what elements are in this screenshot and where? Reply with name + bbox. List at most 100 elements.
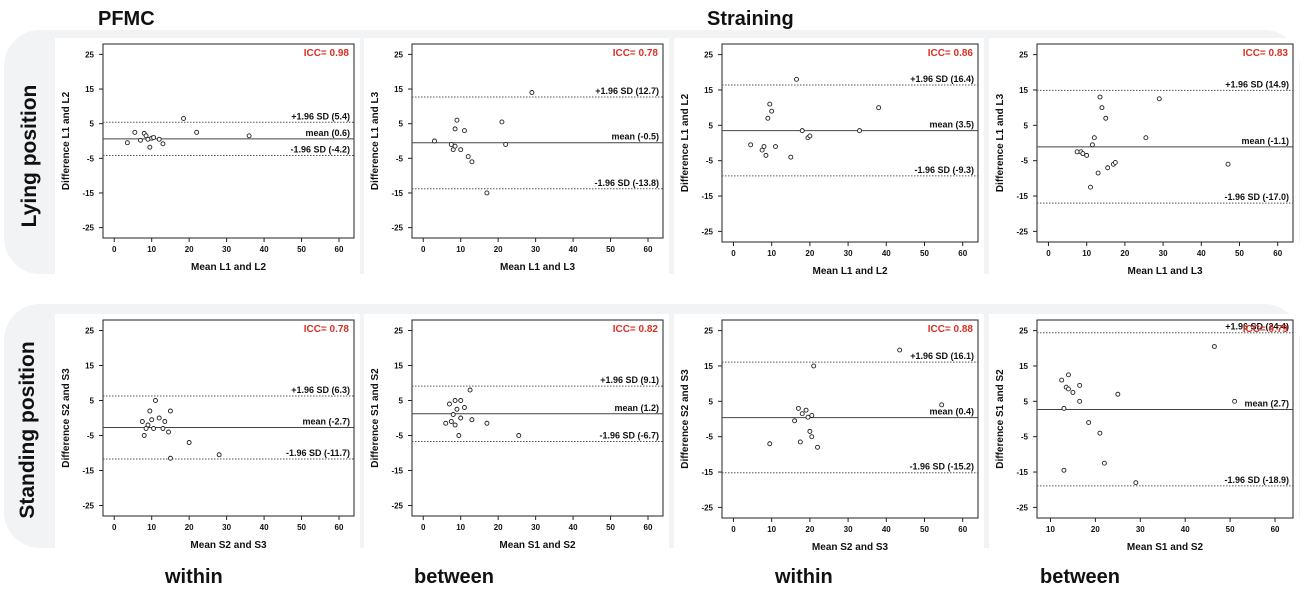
col-label-pfmc-within: within xyxy=(165,566,223,588)
data-point xyxy=(807,133,813,139)
y-tick-label: -15 xyxy=(82,189,94,198)
y-tick-label: 25 xyxy=(85,327,94,336)
data-point xyxy=(484,190,490,196)
lower-limit-label: -1.96 SD (-17.0) xyxy=(1224,192,1289,202)
data-point xyxy=(761,144,767,149)
x-tick-label: 10 xyxy=(456,523,465,532)
lower-limit-label: -1.96 SD (-13.8) xyxy=(594,178,659,188)
x-tick-label: 60 xyxy=(335,245,344,254)
col-label-straining-within: within xyxy=(775,566,833,588)
plot-frame xyxy=(411,319,664,517)
x-tick-label: 30 xyxy=(531,245,540,254)
mean-label: mean (-1.1) xyxy=(1241,136,1289,146)
lower-limit-label: -1.96 SD (-9.3) xyxy=(914,165,974,175)
data-point xyxy=(450,412,456,417)
y-tick-label: 5 xyxy=(90,397,95,406)
data-point xyxy=(807,428,813,434)
y-tick-label: 5 xyxy=(399,120,404,129)
data-point xyxy=(1133,480,1139,486)
x-tick-label: 40 xyxy=(569,245,578,254)
data-point xyxy=(799,411,805,417)
icc-label: ICC= 0.78 xyxy=(613,48,659,59)
y-tick-label: -15 xyxy=(1016,192,1028,201)
data-point xyxy=(246,133,252,139)
y-tick-label: 25 xyxy=(394,50,403,59)
data-point xyxy=(748,142,754,148)
x-axis-label: Mean S2 and S3 xyxy=(812,542,889,553)
data-point xyxy=(452,422,458,428)
data-point xyxy=(809,413,815,418)
lower-limit-label: -1.96 SD (-15.2) xyxy=(909,462,974,472)
data-point xyxy=(857,128,863,134)
data-point xyxy=(767,101,773,107)
x-axis-label: Mean S1 and S2 xyxy=(499,540,576,551)
data-point xyxy=(145,422,151,428)
icc-label: ICC= 0.98 xyxy=(304,48,350,59)
y-tick-label: -5 xyxy=(87,154,95,163)
y-tick-label: 15 xyxy=(394,362,403,371)
lower-limit-label: -1.96 SD (-11.7) xyxy=(286,448,350,458)
data-point xyxy=(469,159,475,165)
data-point xyxy=(147,144,153,150)
x-tick-label: 0 xyxy=(421,245,426,254)
x-tick-label: 60 xyxy=(1273,249,1282,258)
data-point xyxy=(499,119,505,125)
y-tick-label: -15 xyxy=(82,467,94,476)
x-tick-label: 40 xyxy=(569,523,578,532)
data-point xyxy=(1061,467,1067,473)
icc-label: ICC= 0.79 xyxy=(1243,324,1289,335)
x-tick-label: 10 xyxy=(767,525,776,534)
x-tick-label: 40 xyxy=(260,245,269,254)
data-point xyxy=(788,154,794,160)
data-point xyxy=(1065,386,1071,392)
y-tick-label: 5 xyxy=(90,120,95,129)
x-tick-label: 10 xyxy=(147,523,156,532)
data-point xyxy=(469,417,475,423)
x-tick-label: 40 xyxy=(1197,249,1206,258)
upper-limit-label: +1.96 SD (24.4) xyxy=(1225,322,1289,332)
upper-limit-label: +1.96 SD (12.7) xyxy=(595,86,659,96)
x-tick-label: 0 xyxy=(731,525,736,534)
data-point xyxy=(194,129,200,135)
x-tick-label: 20 xyxy=(1120,249,1129,258)
x-axis-label: Mean L1 and L2 xyxy=(812,266,887,277)
data-point xyxy=(773,144,778,149)
data-point xyxy=(484,420,490,426)
icc-label: ICC= 0.86 xyxy=(928,48,974,59)
data-point xyxy=(794,76,799,82)
data-point xyxy=(162,419,168,424)
data-point xyxy=(160,426,166,431)
y-tick-label: -25 xyxy=(391,502,403,511)
upper-limit-label: +1.96 SD (9.1) xyxy=(600,375,659,385)
data-point xyxy=(1115,391,1121,397)
y-tick-label: -15 xyxy=(391,189,403,198)
y-tick-label: -25 xyxy=(82,502,94,511)
x-tick-label: 30 xyxy=(531,523,540,532)
chart-straining-lying-between: 25 15 5 -5 -15 -25 0 10 20 30 40 50 60 Mean L1 and L3… xyxy=(989,38,1299,284)
y-tick-label: 15 xyxy=(704,362,713,371)
x-tick-label: 40 xyxy=(260,523,269,532)
y-tick-label: 25 xyxy=(704,327,713,336)
chart-pfmc-lying-between: 25 15 5 -5 -15 -25 0 10 20 30 40 50 60 Mean L1 and L3… xyxy=(364,38,669,280)
data-point xyxy=(763,152,769,158)
data-point xyxy=(186,440,192,445)
data-point xyxy=(803,407,809,413)
data-point xyxy=(448,142,454,147)
x-axis-label: Mean L1 and L2 xyxy=(191,262,266,273)
data-point xyxy=(147,408,153,414)
data-point xyxy=(811,363,817,369)
data-point xyxy=(1099,105,1105,111)
section-title-pfmc: PFMC xyxy=(98,8,155,30)
y-tick-label: -15 xyxy=(701,468,713,477)
mean-label: mean (3.5) xyxy=(929,120,974,130)
x-tick-label: 20 xyxy=(805,525,814,534)
mean-label: mean (1.2) xyxy=(614,403,659,413)
chart-pfmc-lying-within: 25 15 5 -5 -15 -25 0 10 20 30 40 50 60 Mean L1 and L2… xyxy=(55,38,360,280)
row-label-standing: Standing position xyxy=(16,341,39,519)
x-tick-label: 0 xyxy=(112,523,117,532)
y-axis-label: Difference S1 and S2 xyxy=(995,369,1006,469)
x-tick-label: 20 xyxy=(185,245,194,254)
x-tick-label: 50 xyxy=(606,245,615,254)
x-tick-label: 30 xyxy=(1159,249,1168,258)
x-tick-label: 0 xyxy=(1046,249,1051,258)
